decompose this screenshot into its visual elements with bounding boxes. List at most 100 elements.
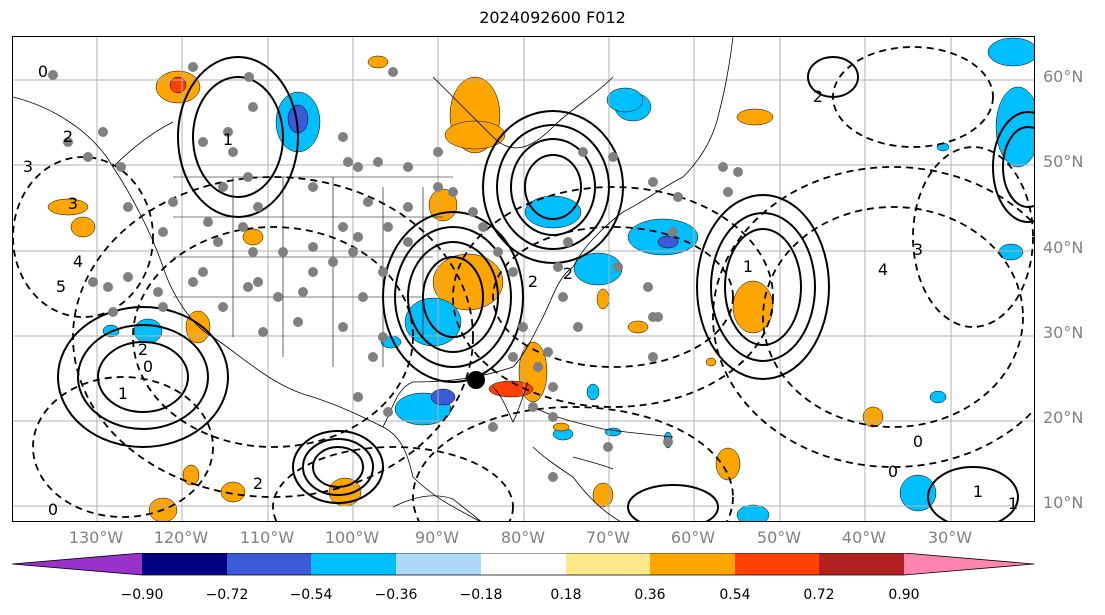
- station-dot: [123, 202, 133, 212]
- station-dot: [83, 152, 93, 162]
- station-dot: [653, 312, 663, 322]
- anomaly-blob: [586, 383, 600, 401]
- station-dot: [158, 227, 168, 237]
- station-dot: [273, 292, 283, 302]
- lon-label-60w: 60°W: [670, 528, 716, 547]
- lon-label-80w: 80°W: [500, 528, 546, 547]
- anomaly-blob: [604, 427, 622, 437]
- station-dot: [343, 157, 353, 167]
- cbar-tick-3: −0.54: [289, 587, 333, 603]
- cbar-tick-5: −0.18: [459, 587, 503, 603]
- colorbar-left-extend: [12, 553, 142, 575]
- dashed-contour: [272, 446, 514, 521]
- anomaly-blob: [488, 380, 534, 398]
- cbar-tick-7: 0.36: [634, 587, 666, 603]
- station-dot: [153, 287, 163, 297]
- dashed-contour: [132, 226, 414, 448]
- station-dot: [663, 437, 673, 447]
- station-dot: [338, 322, 348, 332]
- anomaly-blob: [70, 216, 96, 238]
- anomaly-blob: [367, 55, 389, 69]
- solid-contour: [77, 324, 209, 430]
- solid-contour: [407, 241, 499, 353]
- anomaly-blob: [987, 37, 1034, 67]
- colorbar: [12, 553, 1035, 576]
- coastline: [432, 76, 614, 149]
- contour-label: 2: [813, 87, 823, 106]
- station-dot: [433, 147, 443, 157]
- station-dot: [248, 102, 258, 112]
- station-dot: [648, 352, 658, 362]
- station-dot: [223, 127, 233, 137]
- contour-label: 0: [913, 432, 923, 451]
- station-dot: [543, 347, 553, 357]
- coastline: [112, 121, 174, 168]
- station-dot: [718, 162, 728, 172]
- station-dot: [488, 422, 498, 432]
- contour-label: 4: [878, 260, 888, 279]
- station-dot: [403, 202, 413, 212]
- station-dot: [353, 162, 363, 172]
- contour-label: 0: [38, 62, 48, 81]
- coastline: [13, 96, 481, 521]
- station-dot: [258, 327, 268, 337]
- station-dot: [358, 292, 368, 302]
- station-dot: [328, 257, 338, 267]
- contour-label: 0: [48, 500, 58, 519]
- coastline: [572, 37, 734, 268]
- solid-contour: [192, 76, 284, 198]
- station-dot: [668, 227, 678, 237]
- station-dot: [378, 267, 388, 277]
- station-dot: [338, 132, 348, 142]
- station-dot: [533, 362, 543, 372]
- anomaly-blob: [220, 481, 246, 503]
- station-dot: [388, 67, 398, 77]
- colorbar-seg-2: [227, 553, 311, 575]
- solid-contour: [177, 56, 299, 218]
- station-dot: [253, 202, 263, 212]
- anomaly-blob: [715, 447, 741, 481]
- station-dot: [168, 197, 178, 207]
- contour-label: 2: [563, 264, 573, 283]
- cbar-tick-4: −0.36: [374, 587, 418, 603]
- solid-contour: [927, 466, 1019, 521]
- dashed-contour: [832, 46, 994, 148]
- dashed-contour: [762, 206, 1024, 428]
- solid-contour: [292, 430, 384, 504]
- dashed-contour: [452, 186, 774, 408]
- coastline: [492, 381, 529, 423]
- lon-label-130w: 130°W: [68, 528, 124, 547]
- station-dots: [48, 62, 743, 482]
- lat-lon-grid: [13, 37, 1034, 521]
- dashed-contour: [32, 376, 214, 518]
- station-dot: [308, 242, 318, 252]
- anomaly-blob: [862, 406, 884, 428]
- colorbar-right-extend: [904, 553, 1034, 575]
- station-dot: [673, 192, 683, 202]
- station-dot: [448, 187, 458, 197]
- coastline: [382, 266, 574, 428]
- lon-label-50w: 50°W: [756, 528, 802, 547]
- station-dot: [243, 282, 253, 292]
- anomaly-blob: [899, 474, 937, 512]
- station-dot: [228, 147, 238, 157]
- dashed-contour: [412, 406, 734, 521]
- station-dot: [578, 147, 588, 157]
- anomaly-blob: [430, 388, 456, 406]
- station-dot: [248, 247, 258, 257]
- solid-contour: [422, 256, 484, 338]
- contour-label: 2: [253, 474, 263, 493]
- colorbar-seg-9: [819, 553, 904, 575]
- lat-label-30n: 30°N: [1043, 323, 1084, 342]
- anomaly-blob: [736, 504, 770, 521]
- contour-label: 0: [143, 357, 153, 376]
- station-dot: [348, 247, 358, 257]
- station-dot: [378, 332, 388, 342]
- lat-label-20n: 20°N: [1043, 408, 1084, 427]
- anomaly-blob: [929, 390, 947, 404]
- solid-contour: [510, 138, 596, 236]
- cbar-tick-1: −0.90: [120, 587, 164, 603]
- dashed-contour: [72, 176, 474, 498]
